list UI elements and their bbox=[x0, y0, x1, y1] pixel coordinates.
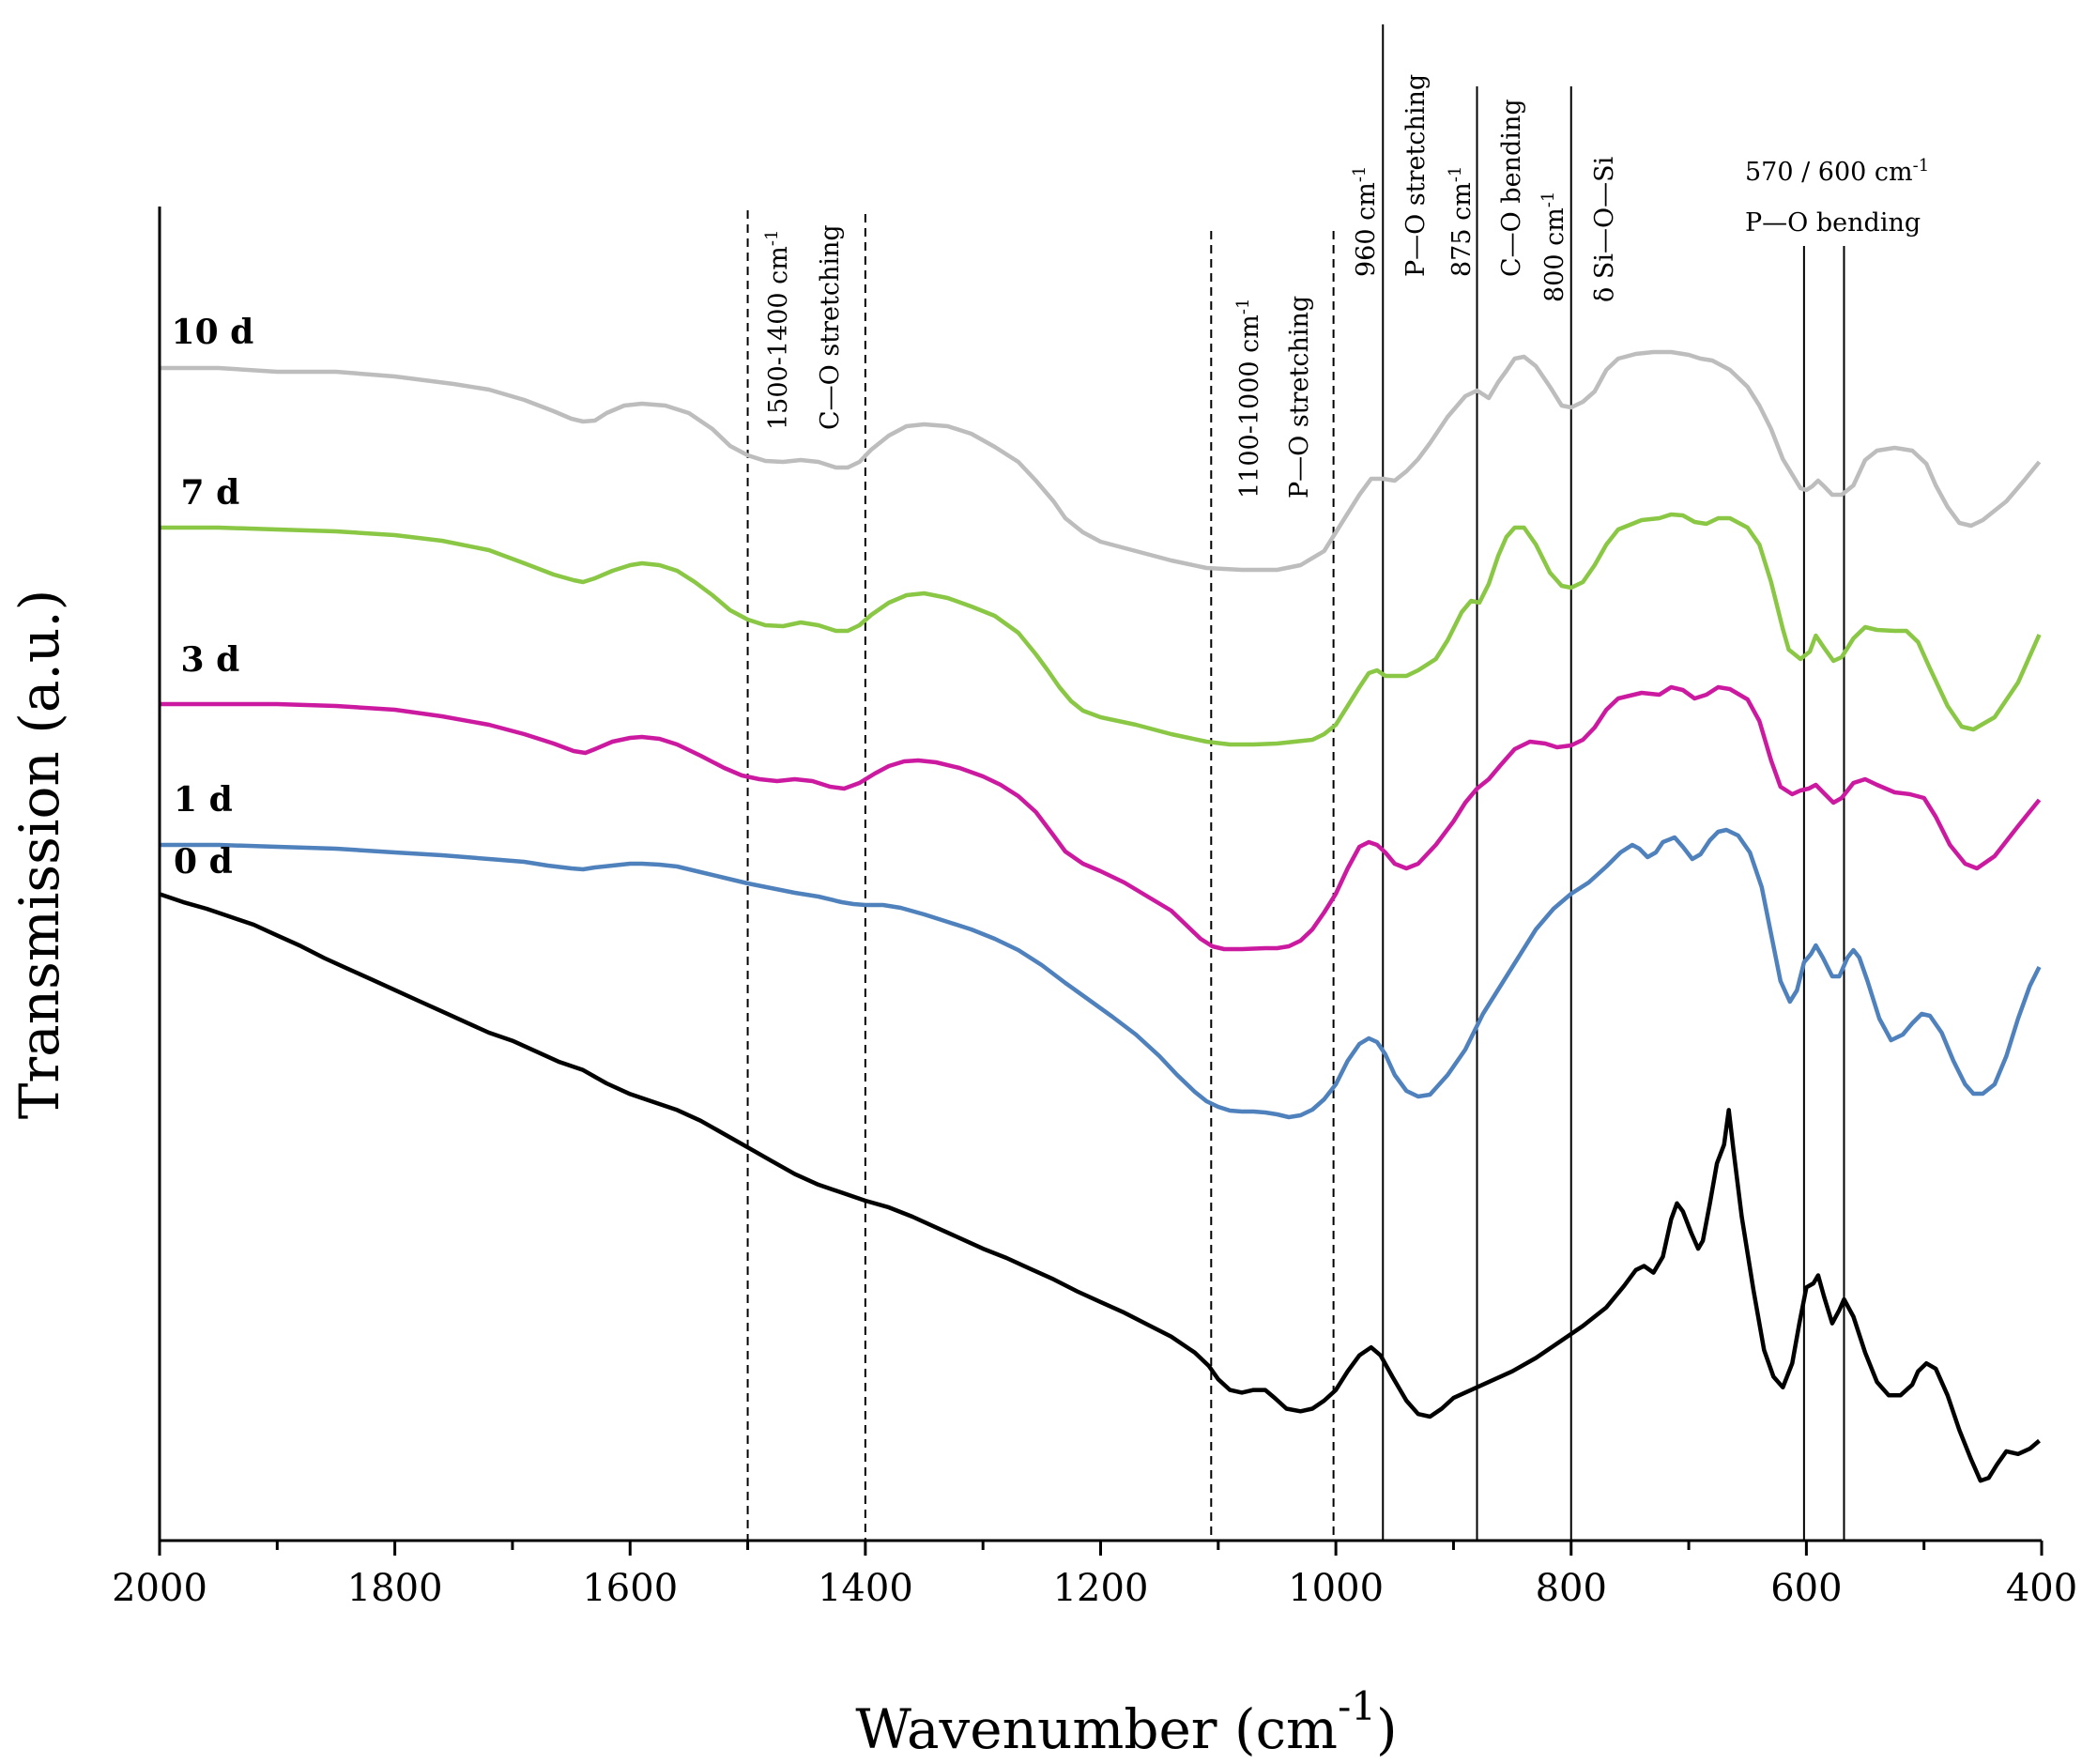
annot-800-name: δ Si—O—Si bbox=[1590, 156, 1619, 302]
annot-570-600-value-text: 570 / 600 cm bbox=[1745, 158, 1913, 187]
series-line-0-d bbox=[159, 892, 2041, 1483]
annot-po-stretch-range-text: 1100-1000 cm bbox=[1235, 314, 1264, 499]
annot-875-value: 875 cm-1 bbox=[1446, 166, 1477, 277]
series-line-3-d bbox=[160, 684, 2042, 952]
annot-po-stretch-name: P—O stretching bbox=[1285, 296, 1314, 499]
series-line-10-d bbox=[160, 349, 2042, 573]
x-axis-title-close: ) bbox=[1376, 1697, 1398, 1761]
x-axis-title: Wavenumber (cm-1) bbox=[855, 1683, 1397, 1761]
series-line-7-d bbox=[160, 512, 2042, 747]
reference-lines bbox=[746, 24, 1845, 1541]
annot-co-stretch-name: C—O stretching bbox=[816, 224, 845, 430]
series-label-10-d: 10 d bbox=[172, 313, 254, 352]
y-axis-title: Transmission (a.u.) bbox=[8, 590, 71, 1120]
annot-875-value-text: 875 cm bbox=[1447, 182, 1477, 277]
x-tick-label-1200: 1200 bbox=[1053, 1567, 1149, 1610]
x-tick-label-1600: 1600 bbox=[582, 1567, 678, 1610]
x-tick-label-1400: 1400 bbox=[818, 1567, 913, 1610]
series-label-1-d: 1 d bbox=[174, 780, 233, 820]
x-axis-title-main: Wavenumber (cm bbox=[855, 1697, 1338, 1761]
x-tick-label-1000: 1000 bbox=[1288, 1567, 1384, 1610]
annot-po-stretch-range: 1100-1000 cm-1 bbox=[1233, 299, 1264, 499]
annot-800-value-text: 800 cm bbox=[1540, 207, 1569, 302]
annot-960-value-sup: -1 bbox=[1350, 166, 1370, 183]
x-tick-label-600: 600 bbox=[1770, 1567, 1842, 1610]
series-labels: 10 d 7 d 3 d 1 d 0 d bbox=[172, 313, 254, 882]
annot-800-value: 800 cm-1 bbox=[1539, 192, 1569, 302]
annot-960-value-text: 960 cm bbox=[1352, 182, 1381, 277]
x-ticks: 2000 1800 1600 1400 1200 1000 800 600 400 bbox=[112, 1541, 2077, 1610]
annot-960-name: P—O stretching bbox=[1401, 74, 1431, 277]
x-tick-label-2000: 2000 bbox=[112, 1567, 207, 1610]
annot-co-stretch-range-text: 1500-1400 cm bbox=[764, 246, 793, 430]
annot-570-600-name: P—O bending bbox=[1745, 208, 1921, 238]
annot-co-stretch-range: 1500-1400 cm-1 bbox=[762, 230, 793, 430]
annot-800-value-sup: -1 bbox=[1539, 192, 1558, 208]
series-line-1-d bbox=[160, 827, 2042, 1120]
annot-co-stretch-range-sup: -1 bbox=[762, 230, 782, 247]
annot-875-name: C—O bending bbox=[1497, 99, 1526, 277]
series-label-3-d: 3 d bbox=[181, 640, 240, 680]
x-axis-title-sup: -1 bbox=[1338, 1683, 1376, 1729]
spectra-series bbox=[159, 349, 2042, 1483]
x-tick-label-1800: 1800 bbox=[347, 1567, 443, 1610]
series-label-7-d: 7 d bbox=[181, 473, 240, 513]
annot-570-600-value: 570 / 600 cm-1 bbox=[1745, 156, 1929, 187]
annot-570-600-value-sup: -1 bbox=[1913, 156, 1930, 176]
annot-875-value-sup: -1 bbox=[1446, 166, 1465, 183]
annot-po-stretch-range-sup: -1 bbox=[1233, 299, 1253, 315]
series-label-0-d: 0 d bbox=[174, 842, 233, 882]
x-tick-label-400: 400 bbox=[2006, 1567, 2077, 1610]
x-tick-label-800: 800 bbox=[1536, 1567, 1607, 1610]
annot-960-value: 960 cm-1 bbox=[1350, 166, 1381, 277]
